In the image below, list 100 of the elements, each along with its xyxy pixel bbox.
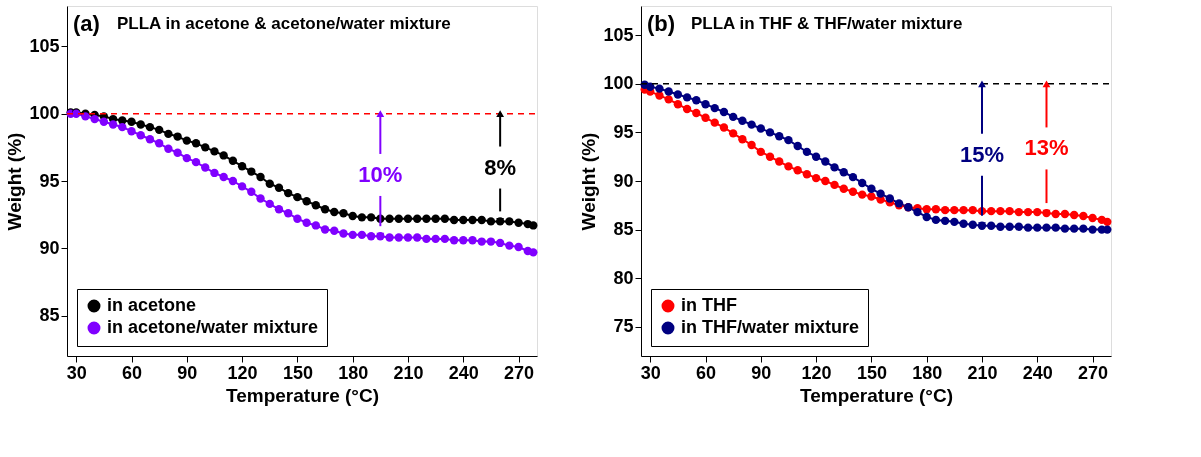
y-tick-label: 85 <box>613 219 634 240</box>
x-tick-label: 240 <box>1022 362 1053 383</box>
y-axis-title: Weight (%) <box>4 132 26 231</box>
point <box>422 234 431 244</box>
point <box>274 205 284 214</box>
point <box>793 141 802 151</box>
legend-label: in acetone/water mixture <box>107 317 319 337</box>
point <box>821 157 830 166</box>
point <box>867 184 876 193</box>
point <box>228 156 238 165</box>
point <box>802 170 812 179</box>
point <box>403 214 413 223</box>
point <box>857 178 867 188</box>
point <box>1014 222 1024 231</box>
point <box>154 125 164 135</box>
point <box>108 120 118 129</box>
point <box>219 151 228 160</box>
x-tick-label: 30 <box>640 362 661 383</box>
point <box>237 162 247 171</box>
y-tick-label: 80 <box>613 267 634 288</box>
point <box>339 209 348 218</box>
point <box>664 87 673 96</box>
point <box>839 168 848 177</box>
x-tick-label: 60 <box>695 362 717 383</box>
point <box>357 230 367 240</box>
point <box>996 222 1005 231</box>
point <box>495 217 505 226</box>
point <box>940 216 950 226</box>
point <box>802 147 812 157</box>
annotation: 15% <box>959 141 1004 167</box>
point <box>320 205 330 214</box>
point <box>1051 223 1060 232</box>
point <box>118 122 127 132</box>
point <box>529 221 538 230</box>
point <box>274 183 284 192</box>
x-tick-label: 90 <box>177 362 198 383</box>
point <box>330 207 339 217</box>
annotation: (a) <box>73 11 100 36</box>
annotation: 13% <box>1024 135 1069 161</box>
point <box>811 173 821 183</box>
x-tick-label: 60 <box>121 362 143 383</box>
point <box>477 237 486 246</box>
point <box>1023 223 1033 232</box>
point <box>747 120 756 129</box>
point <box>459 215 468 225</box>
point <box>145 122 155 132</box>
point <box>738 135 747 144</box>
point <box>256 194 265 203</box>
point <box>237 182 247 191</box>
point <box>701 100 710 109</box>
point <box>747 140 756 150</box>
point <box>765 152 775 161</box>
point <box>413 233 422 242</box>
point <box>348 211 357 221</box>
y-tick-label: 100 <box>29 103 60 124</box>
point <box>682 104 692 114</box>
y-tick-label: 90 <box>39 237 60 258</box>
point <box>830 180 839 190</box>
x-tick-label: 270 <box>1078 362 1109 383</box>
point <box>440 234 450 244</box>
point <box>529 248 538 257</box>
point <box>1079 211 1088 221</box>
point <box>514 218 523 227</box>
point <box>191 157 201 167</box>
point <box>219 172 228 182</box>
point <box>839 184 848 193</box>
point <box>495 238 505 248</box>
point <box>357 213 367 222</box>
point <box>646 82 655 91</box>
point <box>682 93 692 102</box>
point <box>1042 208 1051 218</box>
point <box>182 136 191 145</box>
point <box>867 192 876 201</box>
point <box>885 194 895 203</box>
point <box>848 187 858 196</box>
point <box>440 214 450 223</box>
point <box>293 192 302 202</box>
point <box>821 176 830 186</box>
point <box>191 139 201 148</box>
point <box>987 206 996 216</box>
point <box>505 217 514 226</box>
point <box>913 207 922 217</box>
point <box>968 205 977 215</box>
y-tick-label: 85 <box>39 305 60 326</box>
point <box>173 148 182 157</box>
y-tick-label: 75 <box>613 316 634 337</box>
point <box>1005 206 1014 216</box>
point <box>182 153 191 163</box>
point <box>394 233 403 242</box>
point <box>1033 207 1042 217</box>
x-axis-title: Temperature (°C) <box>226 384 379 406</box>
point <box>265 179 274 188</box>
point <box>311 221 321 230</box>
point <box>247 167 256 176</box>
point <box>514 242 523 252</box>
x-tick-label: 30 <box>66 362 87 383</box>
point <box>486 217 496 226</box>
point <box>136 120 145 129</box>
point <box>692 96 701 105</box>
point <box>348 230 357 240</box>
